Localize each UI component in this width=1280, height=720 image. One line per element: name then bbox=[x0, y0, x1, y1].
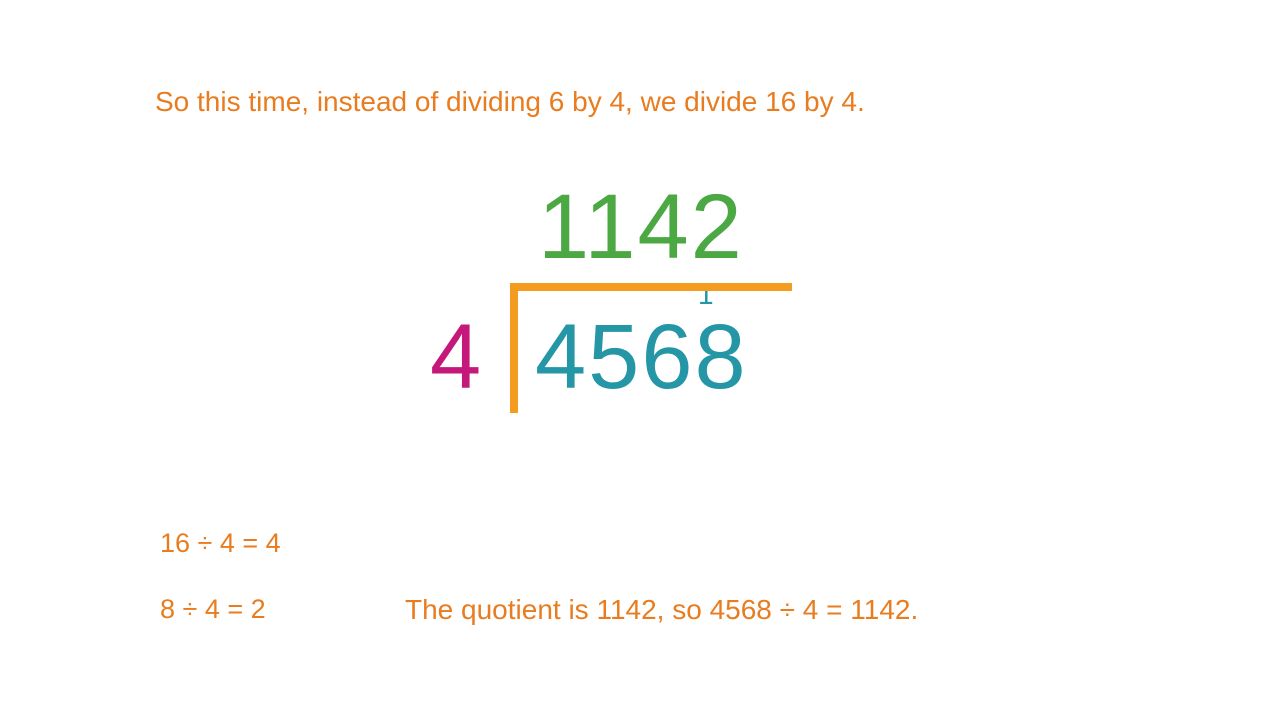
dividend-wrapper: 4568 bbox=[535, 305, 748, 410]
division-bracket-top bbox=[510, 283, 792, 291]
long-division-diagram: 1142 1 4 4568 bbox=[430, 175, 850, 435]
conclusion-text: The quotient is 1142, so 4568 ÷ 4 = 1142… bbox=[405, 594, 918, 626]
instruction-text: So this time, instead of dividing 6 by 4… bbox=[155, 86, 865, 118]
division-bracket-side bbox=[510, 283, 518, 413]
calculation-step-1: 16 ÷ 4 = 4 bbox=[160, 528, 281, 559]
calculation-step-2: 8 ÷ 4 = 2 bbox=[160, 594, 266, 625]
dividend-value: 4568 bbox=[535, 306, 748, 408]
quotient-value: 1142 bbox=[538, 175, 744, 280]
divisor-value: 4 bbox=[430, 305, 481, 410]
